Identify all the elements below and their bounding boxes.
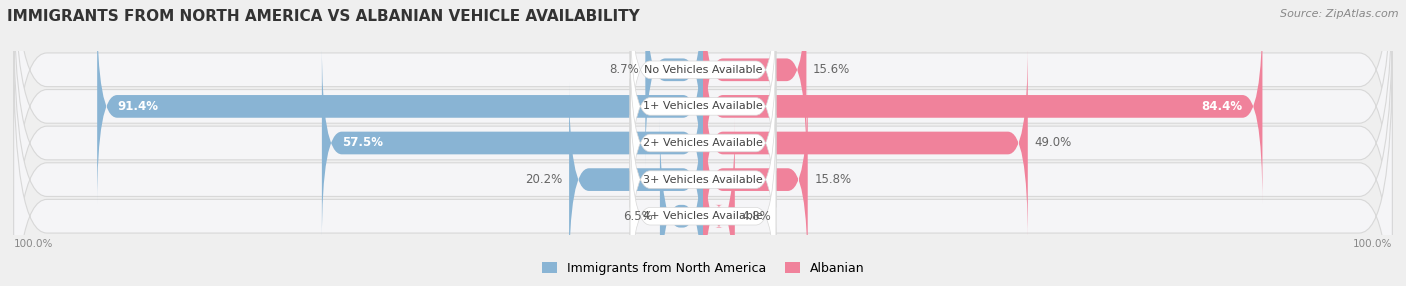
Text: 20.2%: 20.2% (526, 173, 562, 186)
FancyBboxPatch shape (645, 0, 703, 168)
Text: 100.0%: 100.0% (14, 239, 53, 249)
FancyBboxPatch shape (630, 42, 776, 244)
Text: 91.4%: 91.4% (117, 100, 157, 113)
Text: 4+ Vehicles Available: 4+ Vehicles Available (643, 211, 763, 221)
FancyBboxPatch shape (630, 79, 776, 281)
FancyBboxPatch shape (14, 0, 1392, 286)
Text: 57.5%: 57.5% (342, 136, 382, 150)
FancyBboxPatch shape (569, 81, 703, 278)
FancyBboxPatch shape (703, 118, 735, 286)
Text: 15.6%: 15.6% (813, 63, 851, 76)
FancyBboxPatch shape (14, 0, 1392, 273)
Text: 2+ Vehicles Available: 2+ Vehicles Available (643, 138, 763, 148)
Text: 84.4%: 84.4% (1201, 100, 1243, 113)
Text: 1+ Vehicles Available: 1+ Vehicles Available (643, 102, 763, 111)
FancyBboxPatch shape (14, 13, 1392, 286)
FancyBboxPatch shape (14, 50, 1392, 286)
Text: 3+ Vehicles Available: 3+ Vehicles Available (643, 175, 763, 184)
FancyBboxPatch shape (659, 118, 703, 286)
Legend: Immigrants from North America, Albanian: Immigrants from North America, Albanian (537, 257, 869, 279)
FancyBboxPatch shape (703, 81, 807, 278)
Text: IMMIGRANTS FROM NORTH AMERICA VS ALBANIAN VEHICLE AVAILABILITY: IMMIGRANTS FROM NORTH AMERICA VS ALBANIA… (7, 9, 640, 23)
Text: 8.7%: 8.7% (609, 63, 638, 76)
FancyBboxPatch shape (630, 5, 776, 207)
Text: Source: ZipAtlas.com: Source: ZipAtlas.com (1281, 9, 1399, 19)
FancyBboxPatch shape (630, 0, 776, 171)
Text: 6.5%: 6.5% (623, 210, 654, 223)
FancyBboxPatch shape (703, 8, 1263, 205)
Text: 100.0%: 100.0% (1353, 239, 1392, 249)
FancyBboxPatch shape (703, 45, 1028, 241)
FancyBboxPatch shape (97, 8, 703, 205)
FancyBboxPatch shape (630, 115, 776, 286)
Text: 4.8%: 4.8% (741, 210, 772, 223)
Text: No Vehicles Available: No Vehicles Available (644, 65, 762, 75)
FancyBboxPatch shape (703, 0, 807, 168)
Text: 49.0%: 49.0% (1035, 136, 1071, 150)
FancyBboxPatch shape (14, 0, 1392, 236)
FancyBboxPatch shape (322, 45, 703, 241)
Text: 15.8%: 15.8% (814, 173, 852, 186)
